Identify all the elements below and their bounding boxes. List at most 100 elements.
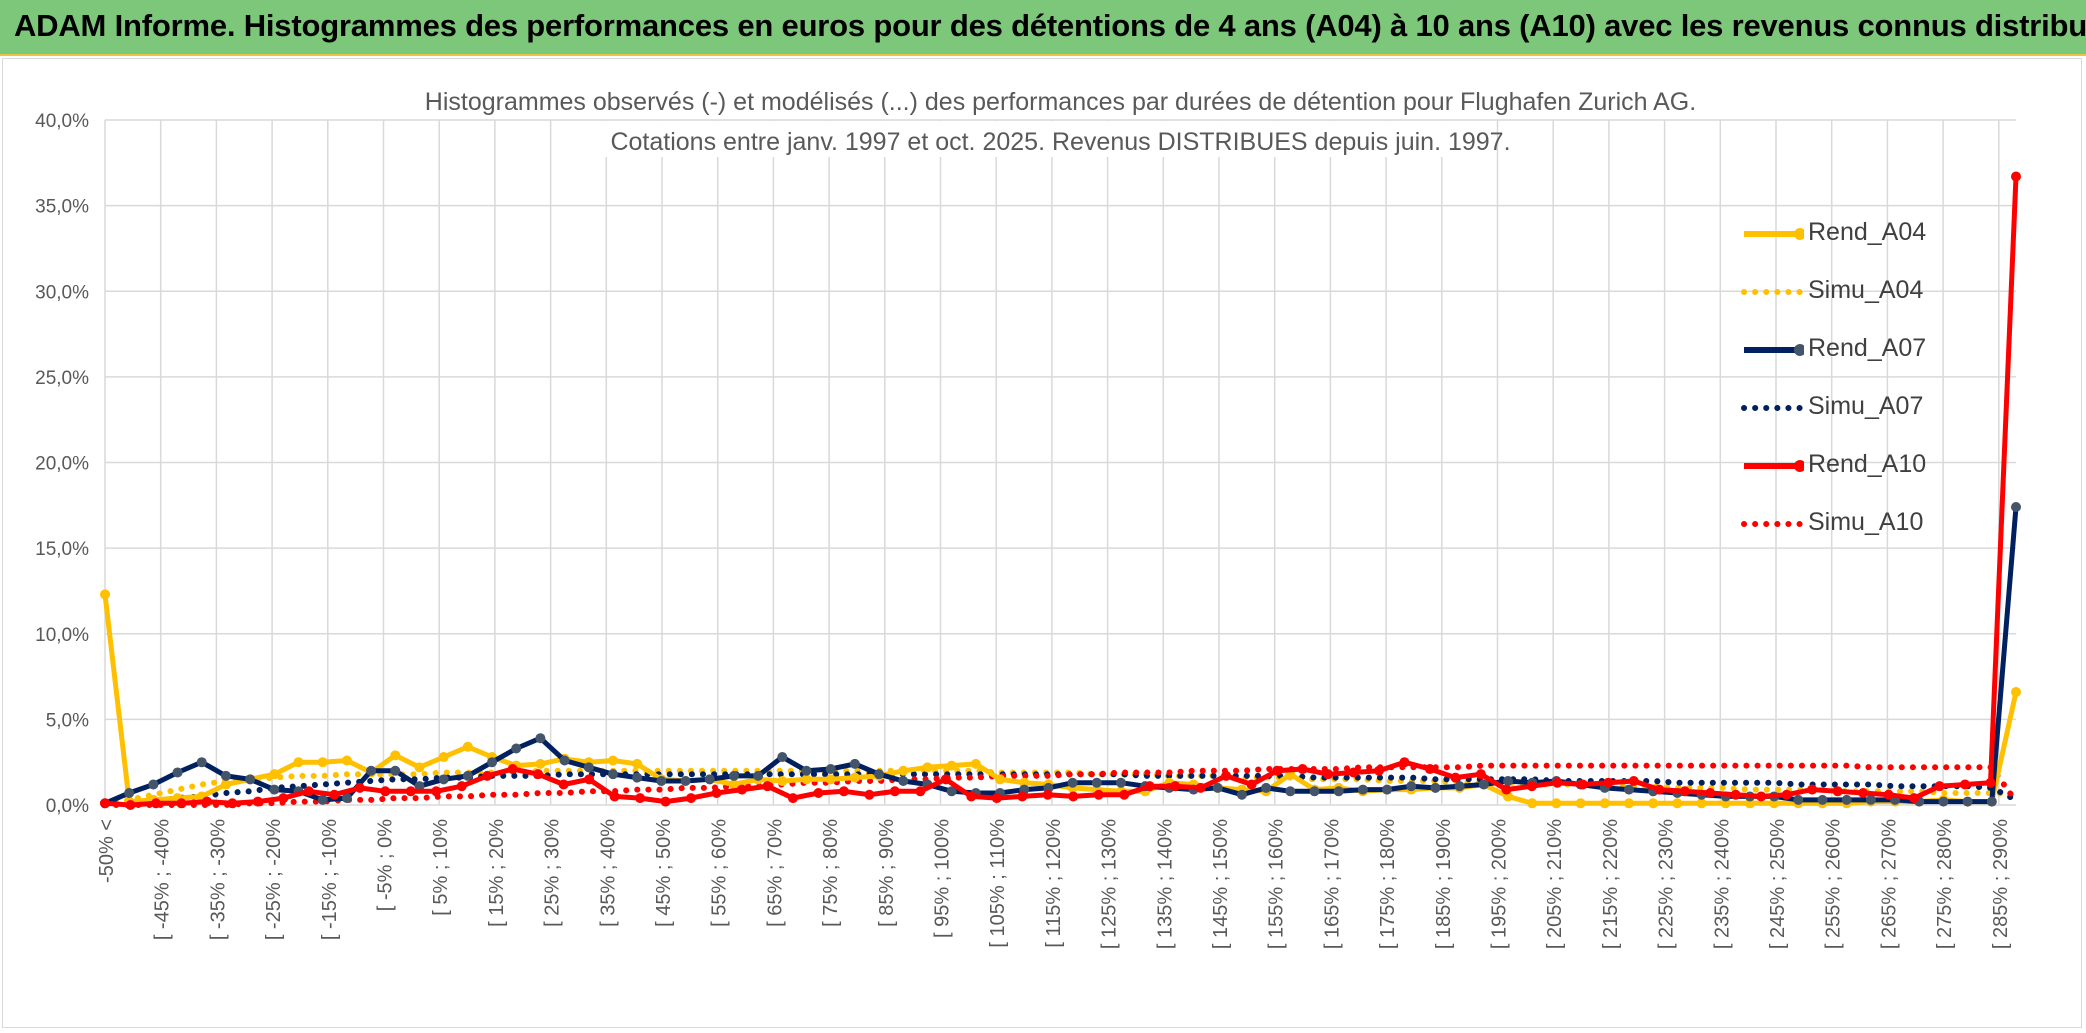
x-tick-label: [ -35% ; -30%: [207, 819, 229, 940]
data-point-Rend_A04: [1672, 798, 1683, 809]
data-point-Rend_A10: [1017, 791, 1028, 802]
data-point-Rend_A04: [970, 758, 981, 769]
x-tick-label: [ 65% ; 70%: [764, 819, 786, 927]
legend-item-Rend_A10: Rend_A10: [1738, 438, 1938, 496]
data-point-Rend_A07: [1067, 777, 1078, 788]
data-point-Rend_A07: [148, 779, 159, 790]
data-point-Rend_A07: [1986, 796, 1997, 807]
data-point-Rend_A07: [898, 776, 909, 787]
data-point-Rend_A07: [1115, 777, 1126, 788]
data-point-Rend_A07: [1962, 796, 1973, 807]
data-point-Rend_A10: [966, 791, 977, 802]
data-point-Rend_A10: [660, 796, 671, 807]
y-tick-label: 0,0%: [46, 796, 89, 817]
data-point-Rend_A07: [196, 757, 207, 768]
data-point-Rend_A10: [456, 781, 467, 792]
data-point-Rend_A10: [1348, 767, 1359, 778]
y-tick-label: 30,0%: [35, 282, 89, 303]
data-point-Rend_A07: [511, 743, 522, 754]
data-point-Rend_A07: [390, 765, 401, 776]
data-point-Rend_A07: [704, 774, 715, 785]
x-tick-label: [ 285% ; 290%: [1990, 819, 2012, 949]
legend-swatch: [1744, 228, 1804, 240]
data-point-Rend_A10: [329, 789, 340, 800]
data-point-Rend_A10: [1603, 777, 1614, 788]
data-point-Rend_A07: [366, 765, 377, 776]
x-tick-label: [ 275% ; 280%: [1934, 819, 1956, 949]
data-point-Rend_A10: [1883, 789, 1894, 800]
data-point-Rend_A10: [2011, 171, 2021, 182]
x-tick-label: [ 25% ; 30%: [542, 819, 564, 927]
data-point-Rend_A07: [1406, 781, 1417, 792]
y-tick-label: 5,0%: [46, 710, 89, 731]
data-point-Rend_A07: [1793, 794, 1804, 805]
data-point-Rend_A10: [176, 798, 187, 809]
data-point-Rend_A04: [535, 758, 546, 769]
data-point-Rend_A07: [1503, 776, 1514, 787]
data-point-Rend_A10: [150, 798, 161, 809]
data-point-Rend_A10: [201, 796, 212, 807]
data-point-Rend_A10: [1781, 789, 1792, 800]
data-point-Rend_A07: [535, 733, 546, 744]
data-point-Rend_A04: [1527, 798, 1538, 809]
data-point-Rend_A10: [864, 789, 875, 800]
data-point-Rend_A04: [728, 779, 739, 790]
data-point-Rend_A07: [777, 752, 788, 763]
data-point-Rend_A07: [2011, 502, 2021, 513]
x-tick-label: [ 245% ; 250%: [1767, 819, 1789, 949]
x-tick-label: [ 175% ; 180%: [1377, 819, 1399, 949]
data-point-Rend_A04: [390, 750, 401, 761]
data-point-Rend_A10: [303, 786, 314, 797]
data-point-Rend_A10: [227, 798, 238, 809]
data-point-Rend_A07: [559, 755, 570, 766]
data-point-Rend_A07: [1841, 794, 1852, 805]
x-tick-label: [ 5% ; 10%: [430, 819, 452, 916]
x-tick-label: [ 265% ; 270%: [1878, 819, 1900, 949]
data-point-Rend_A07: [414, 781, 425, 792]
data-point-Rend_A04: [220, 779, 231, 790]
data-point-Rend_A10: [558, 779, 569, 790]
data-point-Rend_A10: [915, 786, 926, 797]
legend-item-Simu_A10: Simu_A10: [1738, 496, 1938, 554]
data-point-Rend_A07: [1285, 786, 1296, 797]
data-point-Rend_A04: [1648, 798, 1659, 809]
x-tick-label: [ 15% ; 20%: [486, 819, 508, 927]
x-tick-label: [ 235% ; 240%: [1711, 819, 1733, 949]
x-tick-label: [ -15% ; -10%: [319, 819, 341, 940]
data-point-Rend_A10: [1475, 769, 1486, 780]
data-point-Rend_A10: [431, 786, 442, 797]
data-point-Rend_A07: [1478, 779, 1489, 790]
data-point-Rend_A10: [1628, 776, 1639, 787]
data-point-Rend_A04: [898, 765, 909, 776]
y-tick-label: 15,0%: [35, 539, 89, 560]
data-point-Rend_A10: [813, 788, 824, 799]
data-point-Rend_A04: [438, 752, 449, 763]
data-point-Rend_A07: [583, 762, 594, 773]
x-tick-label: [ 185% ; 190%: [1433, 819, 1455, 949]
data-point-Rend_A04: [414, 762, 425, 773]
data-point-Rend_A10: [1960, 779, 1971, 790]
y-tick-label: 35,0%: [35, 197, 89, 218]
legend-label: Simu_A04: [1808, 276, 1924, 304]
report-banner: ADAM Informe. Histogrammes des performan…: [0, 0, 2086, 56]
x-tick-label: [ 255% ; 260%: [1823, 819, 1845, 949]
legend-label: Rend_A07: [1808, 334, 1927, 362]
data-point-Rend_A07: [946, 786, 957, 797]
data-point-Rend_A07: [1382, 784, 1393, 795]
data-point-Rend_A04: [100, 589, 110, 600]
data-point-Rend_A10: [100, 798, 110, 809]
y-tick-label: 25,0%: [35, 368, 89, 389]
data-point-Rend_A10: [737, 784, 747, 795]
data-point-Rend_A10: [838, 786, 849, 797]
x-tick-label: [ 95% ; 100%: [932, 819, 954, 938]
data-point-Rend_A04: [946, 760, 957, 771]
data-point-Rend_A07: [1091, 777, 1102, 788]
x-tick-label: [ 225% ; 230%: [1656, 819, 1678, 949]
data-point-Rend_A07: [269, 784, 280, 795]
data-point-Rend_A10: [1246, 779, 1257, 790]
x-tick-label: [ 45% ; 50%: [653, 819, 675, 927]
data-point-Rend_A04: [293, 757, 304, 768]
data-point-Rend_A07: [874, 769, 885, 780]
chart-title: Histogrammes observés (-) et modélisés (…: [425, 88, 1696, 116]
